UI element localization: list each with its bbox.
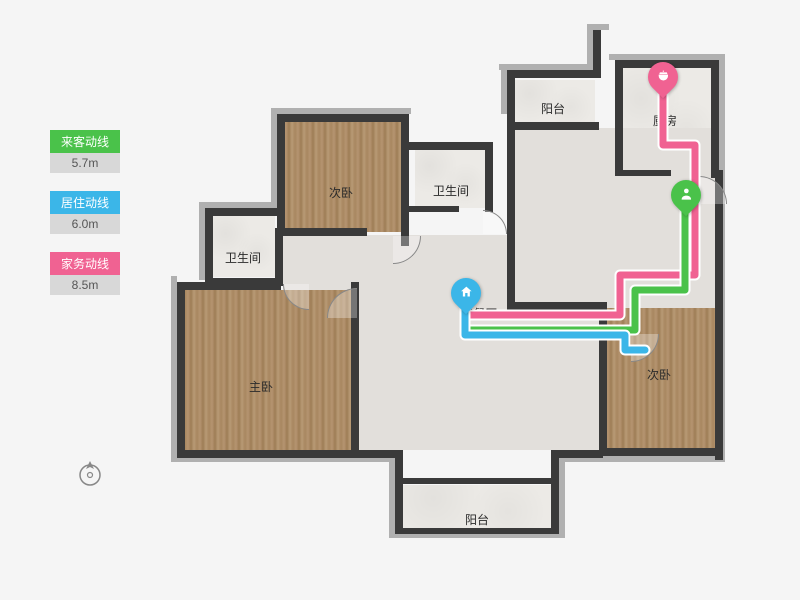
living-marker (451, 278, 481, 318)
legend-item-guest: 来客动线 5.7m (50, 130, 120, 173)
kitchen-marker (648, 62, 678, 102)
legend-value: 6.0m (50, 214, 120, 234)
pot-icon (656, 69, 670, 86)
compass-icon (75, 458, 105, 488)
legend-label: 来客动线 (50, 130, 120, 153)
legend-label: 家务动线 (50, 252, 120, 275)
floorplan: 厨房阳台次卧卫生间卫生间客餐厅主卧次卧阳台 (155, 10, 765, 570)
legend-value: 8.5m (50, 275, 120, 295)
legend: 来客动线 5.7m 居住动线 6.0m 家务动线 8.5m (50, 130, 120, 313)
legend-label: 居住动线 (50, 191, 120, 214)
person-icon (679, 187, 693, 204)
entry-marker (671, 180, 701, 220)
home-icon (459, 285, 473, 302)
legend-item-living: 居住动线 6.0m (50, 191, 120, 234)
legend-item-housework: 家务动线 8.5m (50, 252, 120, 295)
legend-value: 5.7m (50, 153, 120, 173)
path-housework (465, 90, 695, 315)
